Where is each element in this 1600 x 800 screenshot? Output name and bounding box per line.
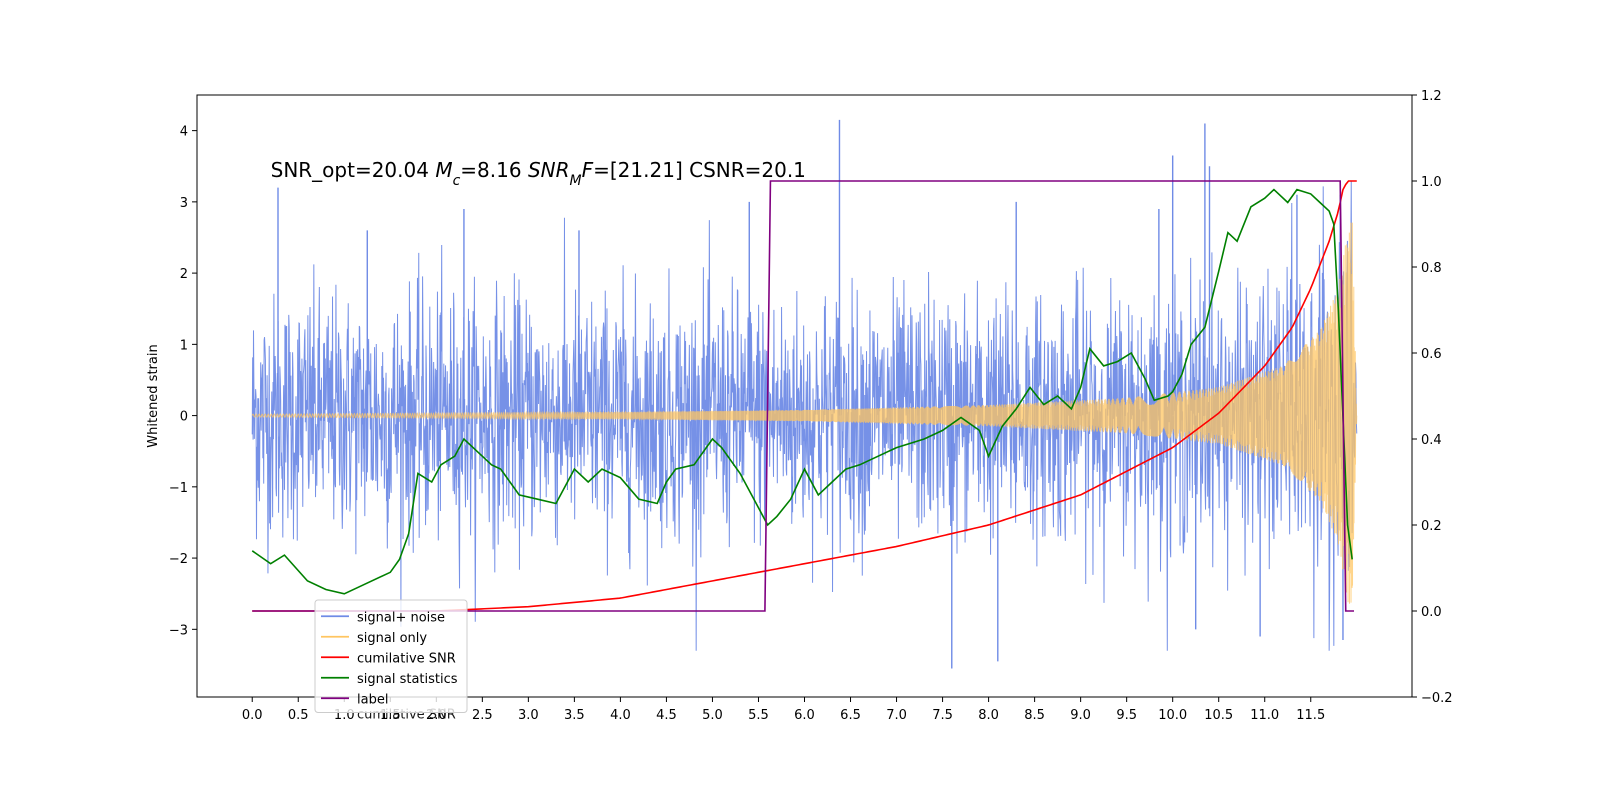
snr-annotation: SNR_opt=20.04 Mc=8.16 SNRMF=[21.21] CSNR…	[271, 158, 806, 189]
y-tick-label: 0	[180, 410, 188, 425]
x-tick-label: 9.5	[1116, 708, 1137, 723]
legend-label: signal only	[357, 631, 427, 646]
y2-tick-label: 0.6	[1421, 347, 1442, 362]
x-tick-label: 11.5	[1296, 708, 1325, 723]
annotation-part: =[21.21] CSNR=20.1	[593, 158, 806, 182]
y2-tick-label: 0.0	[1421, 605, 1442, 620]
x-tick-label: 6.0	[794, 708, 815, 723]
x-tick-label: 11.0	[1250, 708, 1279, 723]
x-tick-label: 10.0	[1158, 708, 1187, 723]
y-tick-label: 4	[180, 125, 188, 140]
x-tick-label: 3.0	[518, 708, 539, 723]
x-tick-label: 0.0	[242, 708, 263, 723]
y2-tick-label: 1.0	[1421, 175, 1442, 190]
y2-tick-label: −0.2	[1421, 691, 1453, 706]
x-tick-label: 9.0	[1070, 708, 1091, 723]
x-tick-label: 8.5	[1024, 708, 1045, 723]
legend-box	[314, 599, 468, 713]
x-tick-label: 3.5	[564, 708, 585, 723]
legend-label: signal statistics	[357, 672, 458, 687]
signal-only-line	[251, 222, 1358, 604]
annotation-part: SNR	[528, 158, 570, 182]
y2-tick-label: 0.4	[1421, 433, 1442, 448]
annotation-part: =8.16	[460, 158, 528, 182]
y2-tick-label: 1.2	[1421, 89, 1442, 104]
y-axis-label: Whitened strain	[146, 344, 161, 447]
y2-tick-label: 0.8	[1421, 261, 1442, 276]
x-tick-label: 2.5	[472, 708, 493, 723]
x-tick-label: 10.5	[1204, 708, 1233, 723]
y2-tick-label: 0.2	[1421, 519, 1442, 534]
x-tick-label: 7.0	[886, 708, 907, 723]
y-tick-label: −1	[169, 481, 188, 496]
annotation-subscript: M	[570, 173, 582, 189]
legend-label: signal+ noise	[357, 610, 445, 625]
annotation-part: M	[435, 158, 452, 182]
y-axis-right: −0.2 0.0 0.2 0.4 0.6 0.8 1.0 1.2	[1412, 89, 1453, 706]
annotation-part: SNR_opt=20.04	[271, 158, 436, 182]
y-tick-label: 2	[180, 267, 188, 282]
legend-label: label	[357, 692, 388, 707]
y-tick-label: 1	[180, 338, 188, 353]
x-axis: 0.0 0.5 1.0 1.5 2.0 2.5 3.0 3.5 4.0 4.5 5.0 5.5 6.0 6…	[242, 697, 1325, 723]
x-tick-label: 0.5	[288, 708, 309, 723]
x-tick-label: 8.0	[978, 708, 999, 723]
signal-noise-series	[251, 119, 1358, 669]
y-tick-label: 3	[180, 196, 188, 211]
x-tick-label: 7.5	[932, 708, 953, 723]
x-tick-label: 6.5	[840, 708, 861, 723]
signal-statistics-line	[251, 188, 1353, 595]
y-axis-left: −3 −2 −1 0 1 2 3 4	[169, 125, 197, 638]
x-tick-label: 4.0	[610, 708, 631, 723]
x-tick-label: 4.5	[656, 708, 677, 723]
y-tick-label: −2	[169, 552, 188, 567]
annotation-subscript: c	[453, 173, 461, 189]
legend-label: cumilative SNR	[357, 651, 456, 666]
x-tick-label: 5.0	[702, 708, 723, 723]
annotation-part: F	[582, 158, 594, 182]
y-tick-label: −3	[169, 623, 188, 638]
signal-only-series	[251, 222, 1358, 604]
label-line	[252, 180, 1355, 612]
x-tick-label: 5.5	[748, 708, 769, 723]
